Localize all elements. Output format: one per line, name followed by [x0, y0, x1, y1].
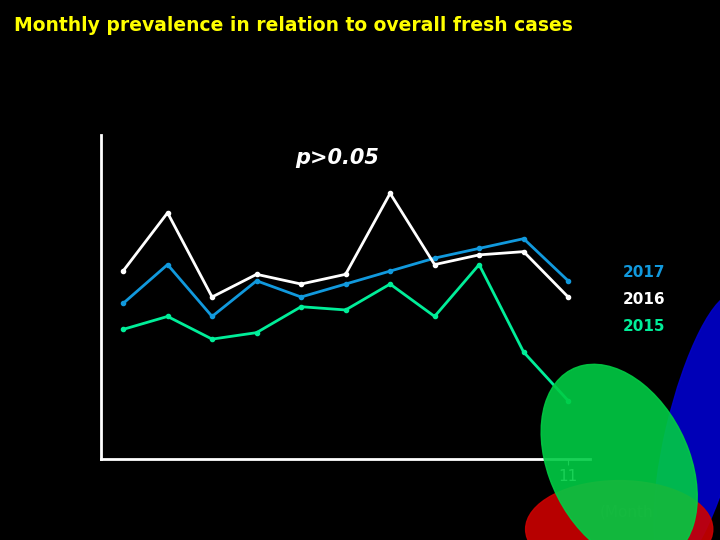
Ellipse shape [526, 481, 713, 540]
Text: 2017: 2017 [623, 265, 665, 280]
Ellipse shape [541, 364, 697, 540]
Text: p>0.05: p>0.05 [294, 148, 379, 168]
Text: 2016: 2016 [623, 292, 665, 307]
Ellipse shape [654, 294, 720, 540]
Text: (Month): (Month) [599, 504, 659, 519]
Text: Monthly prevalence in relation to overall fresh cases: Monthly prevalence in relation to overal… [14, 16, 573, 35]
Text: 2015: 2015 [623, 319, 665, 334]
